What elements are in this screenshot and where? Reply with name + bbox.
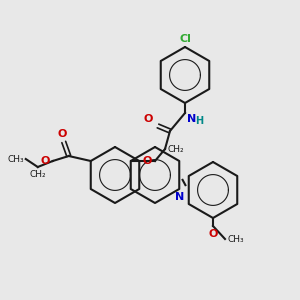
Text: H: H bbox=[195, 116, 203, 126]
Text: Cl: Cl bbox=[179, 34, 191, 44]
Text: O: O bbox=[208, 229, 218, 239]
Text: O: O bbox=[142, 156, 152, 166]
Text: N: N bbox=[175, 192, 184, 202]
Text: CH₂: CH₂ bbox=[29, 170, 46, 179]
Text: CH₃: CH₃ bbox=[227, 235, 244, 244]
Text: CH₂: CH₂ bbox=[167, 145, 184, 154]
Text: O: O bbox=[40, 156, 50, 166]
Text: CH₃: CH₃ bbox=[7, 154, 24, 164]
Text: N: N bbox=[187, 114, 196, 124]
Text: O: O bbox=[57, 129, 66, 139]
Text: O: O bbox=[144, 114, 153, 124]
